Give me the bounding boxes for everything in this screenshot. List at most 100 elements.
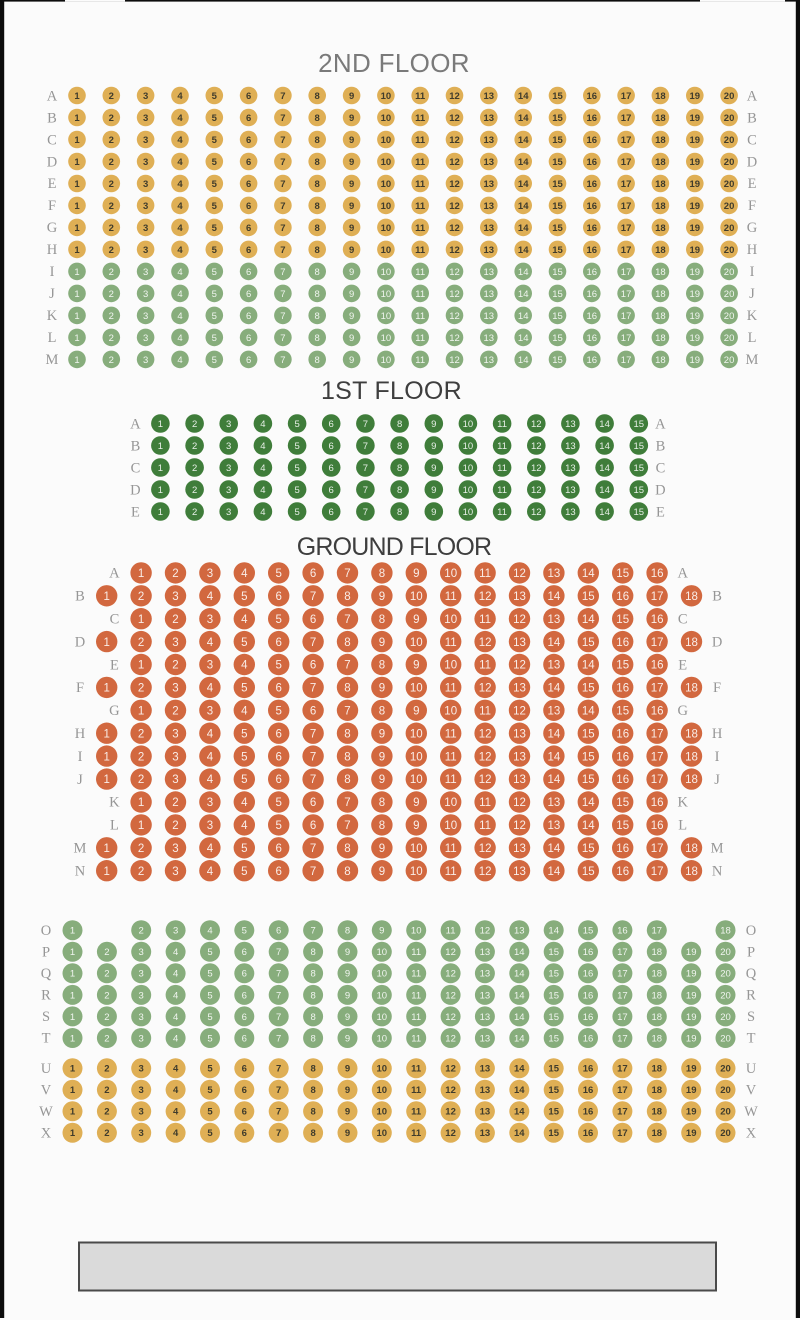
- svg-text:4: 4: [260, 419, 265, 430]
- svg-text:7: 7: [310, 751, 316, 763]
- svg-text:7: 7: [310, 774, 316, 786]
- svg-text:12: 12: [449, 267, 460, 278]
- svg-text:15: 15: [552, 267, 563, 278]
- svg-text:6: 6: [246, 333, 251, 344]
- svg-text:6: 6: [246, 289, 251, 300]
- svg-text:13: 13: [565, 441, 576, 452]
- svg-text:3: 3: [226, 507, 231, 518]
- svg-text:17: 17: [621, 201, 632, 212]
- svg-text:8: 8: [344, 774, 350, 786]
- svg-text:16: 16: [583, 947, 594, 958]
- svg-text:8: 8: [315, 135, 320, 146]
- svg-text:4: 4: [260, 485, 265, 496]
- svg-text:11: 11: [411, 1064, 422, 1075]
- svg-text:20: 20: [720, 1012, 731, 1023]
- svg-text:16: 16: [587, 201, 598, 212]
- svg-text:1: 1: [74, 91, 80, 102]
- svg-text:1: 1: [74, 201, 80, 212]
- svg-text:3: 3: [172, 866, 178, 878]
- svg-text:3: 3: [207, 568, 213, 580]
- svg-text:4: 4: [173, 947, 178, 958]
- svg-text:8: 8: [315, 267, 320, 278]
- svg-text:5: 5: [212, 289, 217, 300]
- svg-text:8: 8: [344, 728, 350, 740]
- svg-text:4: 4: [177, 135, 183, 146]
- svg-text:7: 7: [276, 1033, 281, 1044]
- svg-text:10: 10: [444, 660, 457, 672]
- svg-text:4: 4: [207, 926, 212, 937]
- svg-text:3: 3: [226, 463, 231, 474]
- svg-text:19: 19: [690, 113, 701, 124]
- svg-text:20: 20: [720, 947, 731, 958]
- svg-text:E: E: [678, 657, 687, 673]
- svg-text:5: 5: [241, 774, 247, 786]
- svg-text:12: 12: [513, 820, 526, 832]
- svg-text:K: K: [747, 308, 758, 324]
- svg-text:16: 16: [583, 1064, 594, 1075]
- svg-text:2ND FLOOR: 2ND FLOOR: [318, 48, 470, 78]
- svg-text:2: 2: [192, 463, 197, 474]
- svg-text:8: 8: [344, 591, 350, 603]
- svg-text:G: G: [747, 220, 758, 236]
- svg-text:3: 3: [139, 1085, 144, 1096]
- svg-text:20: 20: [724, 223, 735, 234]
- svg-text:2: 2: [109, 179, 114, 190]
- svg-text:10: 10: [463, 485, 474, 496]
- svg-text:3: 3: [143, 157, 148, 168]
- svg-text:17: 17: [621, 333, 632, 344]
- svg-text:16: 16: [616, 637, 629, 649]
- svg-text:5: 5: [207, 1107, 213, 1118]
- svg-text:17: 17: [621, 135, 632, 146]
- svg-text:10: 10: [381, 333, 392, 344]
- svg-text:7: 7: [363, 507, 368, 518]
- svg-text:9: 9: [379, 866, 385, 878]
- svg-text:9: 9: [431, 507, 436, 518]
- svg-text:2: 2: [138, 866, 144, 878]
- svg-text:15: 15: [634, 463, 645, 474]
- svg-text:13: 13: [565, 485, 576, 496]
- svg-text:1: 1: [74, 179, 80, 190]
- svg-text:10: 10: [377, 1012, 388, 1023]
- svg-text:17: 17: [651, 843, 664, 855]
- svg-text:7: 7: [310, 728, 316, 740]
- svg-text:10: 10: [463, 463, 474, 474]
- svg-text:2: 2: [109, 245, 114, 256]
- svg-text:I: I: [715, 749, 720, 765]
- svg-text:18: 18: [655, 179, 666, 190]
- svg-text:14: 14: [548, 843, 561, 855]
- svg-text:1: 1: [70, 926, 75, 937]
- svg-text:4: 4: [173, 1012, 178, 1023]
- svg-text:8: 8: [310, 1012, 315, 1023]
- svg-text:1: 1: [103, 774, 109, 786]
- svg-text:18: 18: [655, 289, 666, 300]
- svg-text:2: 2: [172, 706, 178, 718]
- svg-text:15: 15: [552, 91, 563, 102]
- svg-text:Q: Q: [746, 966, 757, 982]
- svg-text:8: 8: [315, 355, 320, 366]
- svg-text:19: 19: [690, 201, 701, 212]
- svg-text:18: 18: [655, 223, 666, 234]
- svg-text:16: 16: [583, 1128, 594, 1139]
- svg-text:7: 7: [276, 1107, 281, 1118]
- svg-text:12: 12: [513, 797, 526, 809]
- svg-text:5: 5: [241, 843, 247, 855]
- svg-text:11: 11: [497, 441, 507, 452]
- svg-text:9: 9: [349, 267, 354, 278]
- svg-text:4: 4: [207, 683, 214, 695]
- svg-text:7: 7: [276, 1012, 281, 1023]
- svg-text:1: 1: [70, 1033, 75, 1044]
- svg-text:N: N: [712, 864, 723, 880]
- svg-text:18: 18: [655, 267, 666, 278]
- svg-text:7: 7: [310, 591, 316, 603]
- svg-text:15: 15: [552, 157, 563, 168]
- svg-text:D: D: [747, 154, 757, 170]
- svg-text:7: 7: [276, 969, 281, 980]
- svg-text:U: U: [41, 1061, 52, 1077]
- svg-text:3: 3: [207, 797, 213, 809]
- svg-text:L: L: [48, 330, 57, 346]
- svg-text:9: 9: [349, 311, 354, 322]
- svg-text:16: 16: [583, 1033, 594, 1044]
- svg-text:19: 19: [690, 179, 701, 190]
- svg-text:2: 2: [172, 797, 178, 809]
- svg-text:12: 12: [513, 706, 526, 718]
